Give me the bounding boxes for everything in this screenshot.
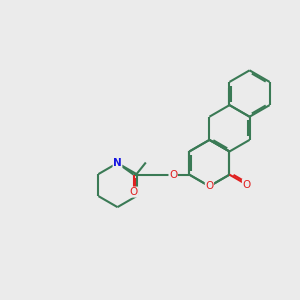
Text: O: O bbox=[205, 181, 214, 191]
Text: O: O bbox=[130, 187, 138, 197]
Text: O: O bbox=[169, 170, 177, 180]
Text: N: N bbox=[113, 158, 122, 168]
Text: O: O bbox=[242, 179, 251, 190]
